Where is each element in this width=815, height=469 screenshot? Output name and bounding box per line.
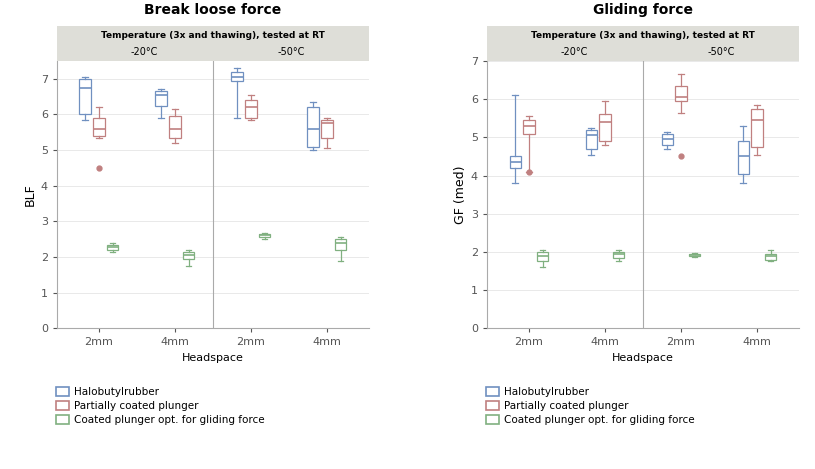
PathPatch shape <box>738 141 749 174</box>
PathPatch shape <box>156 91 167 106</box>
PathPatch shape <box>107 244 118 250</box>
Text: Temperature (3x and thawing), tested at RT: Temperature (3x and thawing), tested at … <box>531 31 755 40</box>
PathPatch shape <box>537 252 548 262</box>
Y-axis label: BLF: BLF <box>24 183 37 206</box>
PathPatch shape <box>170 116 181 137</box>
PathPatch shape <box>689 254 700 256</box>
PathPatch shape <box>321 120 333 137</box>
Title: Break loose force: Break loose force <box>144 3 281 17</box>
Title: Gliding force: Gliding force <box>593 3 693 17</box>
PathPatch shape <box>183 252 194 259</box>
PathPatch shape <box>751 109 763 147</box>
PathPatch shape <box>765 254 776 259</box>
PathPatch shape <box>599 114 610 141</box>
X-axis label: Headspace: Headspace <box>182 353 244 363</box>
Text: -20°C: -20°C <box>130 47 158 57</box>
PathPatch shape <box>93 118 104 136</box>
X-axis label: Headspace: Headspace <box>612 353 674 363</box>
Text: Temperature (3x and thawing), tested at RT: Temperature (3x and thawing), tested at … <box>101 31 325 40</box>
PathPatch shape <box>307 107 319 146</box>
PathPatch shape <box>80 79 90 114</box>
PathPatch shape <box>335 239 346 250</box>
Text: -20°C: -20°C <box>561 47 588 57</box>
PathPatch shape <box>245 100 257 118</box>
Y-axis label: GF (med): GF (med) <box>454 166 467 224</box>
PathPatch shape <box>585 130 597 149</box>
PathPatch shape <box>231 72 243 81</box>
Legend: Halobutylrubber, Partially coated plunger, Coated plunger opt. for gliding force: Halobutylrubber, Partially coated plunge… <box>486 387 694 425</box>
PathPatch shape <box>613 252 624 257</box>
FancyBboxPatch shape <box>487 26 799 61</box>
PathPatch shape <box>523 120 535 134</box>
PathPatch shape <box>662 134 673 145</box>
PathPatch shape <box>675 86 686 101</box>
PathPatch shape <box>509 157 521 168</box>
FancyBboxPatch shape <box>57 26 368 61</box>
PathPatch shape <box>259 234 271 237</box>
Text: -50°C: -50°C <box>707 47 734 57</box>
Legend: Halobutylrubber, Partially coated plunger, Coated plunger opt. for gliding force: Halobutylrubber, Partially coated plunge… <box>56 387 264 425</box>
Text: -50°C: -50°C <box>277 47 305 57</box>
